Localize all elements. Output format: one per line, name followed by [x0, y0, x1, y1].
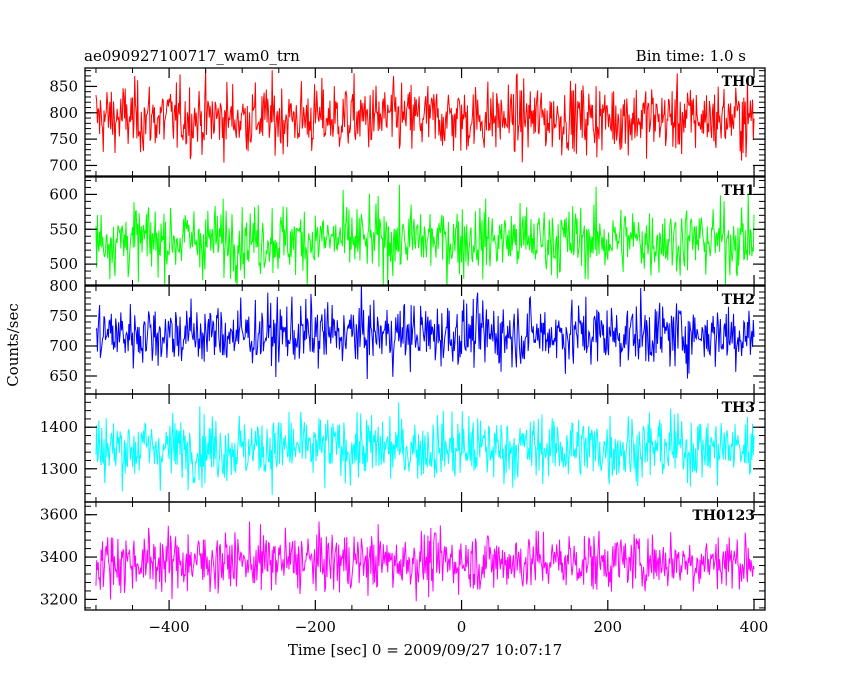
- y-tick-label: 800: [49, 277, 78, 295]
- y-tick-label: 3200: [40, 590, 78, 608]
- panel-label: TH1: [722, 183, 755, 199]
- x-tick-label: −200: [295, 618, 336, 636]
- x-tick-label: −400: [148, 618, 189, 636]
- y-tick-label: 3600: [40, 506, 78, 524]
- y-axis-label: Counts/sec: [4, 303, 22, 387]
- series-line-th3: [95, 402, 755, 496]
- x-axis-label: Time [sec] 0 = 2009/09/27 10:07:17: [288, 641, 562, 659]
- x-tick-label: 0: [457, 618, 467, 636]
- panel-label: TH3: [722, 400, 755, 416]
- y-tick-label: 500: [49, 255, 78, 273]
- series-line-th2: [95, 286, 755, 380]
- panel-th3: 1300 1400 TH3: [40, 393, 766, 503]
- panel-th0: 700 750 800 850 TH0: [49, 67, 766, 177]
- panel-label: TH0123: [692, 508, 755, 524]
- chart-title-right: Bin time: 1.0 s: [636, 47, 746, 65]
- y-tick-label: 600: [49, 185, 78, 203]
- panel-th1: 500 550 600 TH1: [49, 176, 766, 286]
- series-line-th1: [95, 184, 755, 285]
- panels-group: 700 750 800 850 TH0 500 550 600 TH1 650 700 750 800 T…: [40, 67, 766, 611]
- y-tick-label: 700: [49, 337, 78, 355]
- chart-title-left: ae090927100717_wam0_trn: [84, 47, 300, 65]
- panel-frame: [84, 285, 766, 395]
- y-tick-label: 3400: [40, 548, 78, 566]
- y-tick-label: 750: [49, 130, 78, 148]
- y-tick-label: 650: [49, 367, 78, 385]
- series-line-th0123: [95, 521, 755, 602]
- y-tick-label: 1300: [40, 460, 78, 478]
- y-tick-label: 850: [49, 77, 78, 95]
- panel-label: TH2: [722, 292, 755, 308]
- x-tick-label: 200: [593, 618, 622, 636]
- x-axis: −400 −200 0 200 400: [148, 618, 768, 636]
- y-tick-label: 1400: [40, 418, 78, 436]
- panel-th2: 650 700 750 800 TH2: [49, 277, 766, 395]
- series-line-th0: [95, 70, 755, 163]
- x-tick-label: 400: [740, 618, 769, 636]
- panel-label: TH0: [722, 74, 756, 90]
- y-tick-label: 800: [49, 104, 78, 122]
- y-tick-label: 700: [49, 156, 78, 174]
- panel-th0123: 3200 3400 3600 TH0123: [40, 501, 766, 611]
- y-tick-label: 750: [49, 307, 78, 325]
- y-tick-label: 550: [49, 220, 78, 238]
